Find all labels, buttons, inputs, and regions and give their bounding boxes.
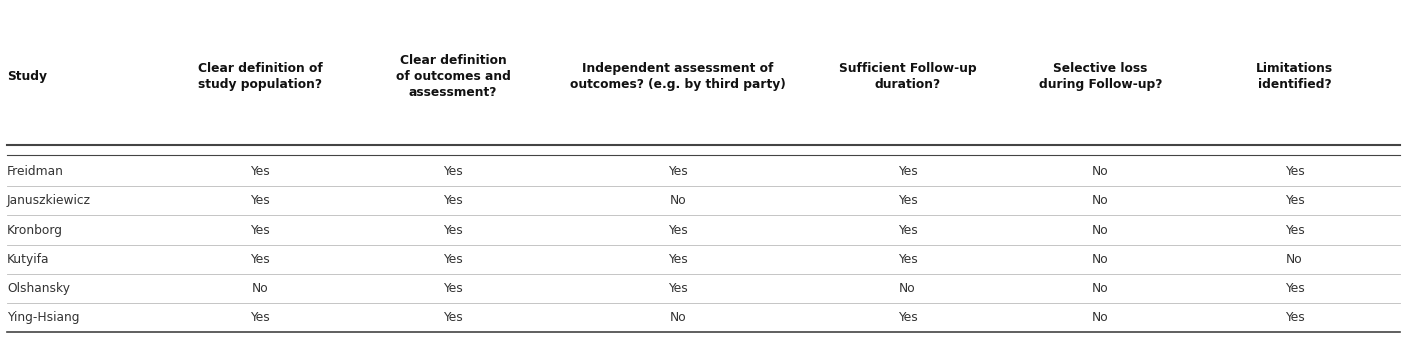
Text: Kutyifa: Kutyifa: [7, 253, 49, 266]
Text: No: No: [252, 282, 269, 295]
Text: No: No: [670, 311, 687, 324]
Text: No: No: [1092, 282, 1109, 295]
Text: Study: Study: [7, 70, 46, 83]
Text: Yes: Yes: [898, 253, 917, 266]
Text: No: No: [1092, 311, 1109, 324]
Text: Yes: Yes: [443, 253, 463, 266]
Text: Yes: Yes: [898, 165, 917, 178]
Text: Clear definition of
study population?: Clear definition of study population?: [198, 62, 322, 91]
Text: No: No: [1092, 253, 1109, 266]
Text: Olshansky: Olshansky: [7, 282, 70, 295]
Text: Yes: Yes: [443, 194, 463, 207]
Text: Ying-Hsiang: Ying-Hsiang: [7, 311, 80, 324]
Text: Independent assessment of
outcomes? (e.g. by third party): Independent assessment of outcomes? (e.g…: [570, 62, 787, 91]
Text: Yes: Yes: [250, 311, 270, 324]
Text: No: No: [1286, 253, 1303, 266]
Text: No: No: [670, 194, 687, 207]
Text: Yes: Yes: [443, 311, 463, 324]
Text: Yes: Yes: [668, 253, 688, 266]
Text: Limitations
identified?: Limitations identified?: [1256, 62, 1332, 91]
Text: Yes: Yes: [1285, 194, 1304, 207]
Text: Yes: Yes: [250, 253, 270, 266]
Text: Kronborg: Kronborg: [7, 224, 63, 237]
Text: Yes: Yes: [668, 282, 688, 295]
Text: Januszkiewicz: Januszkiewicz: [7, 194, 91, 207]
Text: Yes: Yes: [250, 194, 270, 207]
Text: Yes: Yes: [443, 282, 463, 295]
Text: Yes: Yes: [668, 224, 688, 237]
Text: Yes: Yes: [668, 165, 688, 178]
Text: Selective loss
during Follow-up?: Selective loss during Follow-up?: [1038, 62, 1162, 91]
Text: No: No: [1092, 224, 1109, 237]
Text: Yes: Yes: [443, 165, 463, 178]
Text: Yes: Yes: [250, 224, 270, 237]
Text: Yes: Yes: [898, 224, 917, 237]
Text: Yes: Yes: [898, 311, 917, 324]
Text: Yes: Yes: [1285, 311, 1304, 324]
Text: Yes: Yes: [1285, 165, 1304, 178]
Text: Clear definition
of outcomes and
assessment?: Clear definition of outcomes and assessm…: [395, 54, 511, 99]
Text: Yes: Yes: [898, 194, 917, 207]
Text: No: No: [1092, 194, 1109, 207]
Text: Sufficient Follow-up
duration?: Sufficient Follow-up duration?: [839, 62, 976, 91]
Text: No: No: [1092, 165, 1109, 178]
Text: Yes: Yes: [1285, 224, 1304, 237]
Text: Freidman: Freidman: [7, 165, 63, 178]
Text: No: No: [899, 282, 916, 295]
Text: Yes: Yes: [1285, 282, 1304, 295]
Text: Yes: Yes: [443, 224, 463, 237]
Text: Yes: Yes: [250, 165, 270, 178]
